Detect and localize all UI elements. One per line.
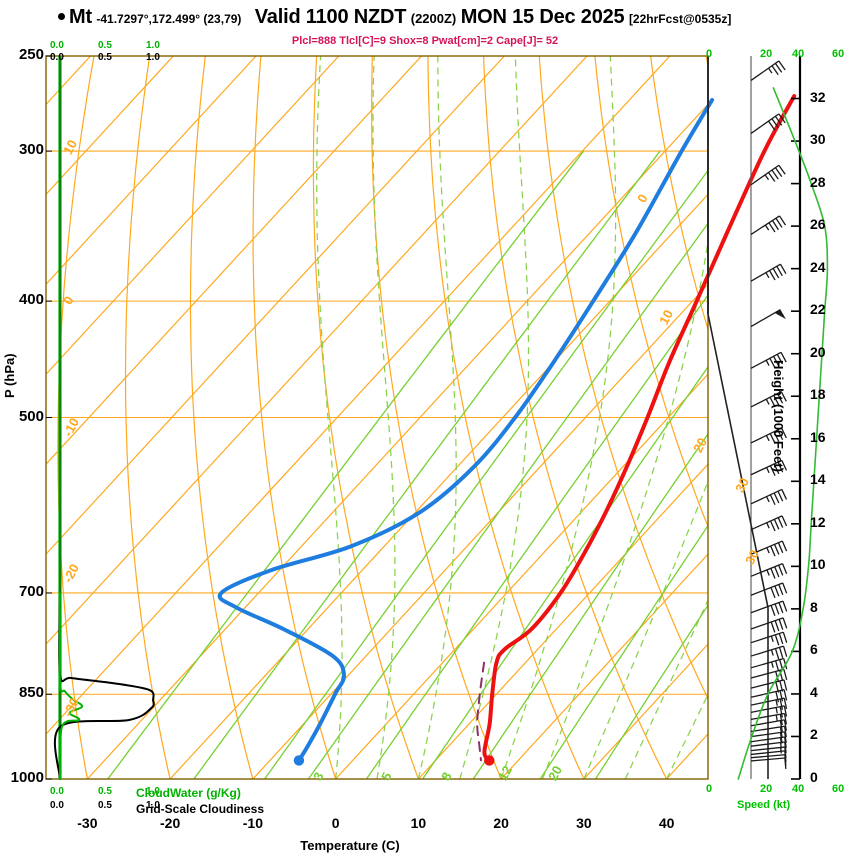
speed-bottom-tick-40: 40 (792, 783, 805, 795)
station-dot-icon (58, 13, 65, 20)
sounding-indices: Plcl=888 Tlcl[C]=9 Shox=8 Pwat[cm]=2 Cap… (291, 35, 559, 47)
pressure-tick-500: 500 (18, 407, 44, 425)
temperature-axis-title: Temperature (C) (300, 838, 400, 853)
height-axis-title: Height (1000 Feet) (771, 360, 786, 472)
height-tick-26: 26 (810, 216, 826, 233)
cloudwater-top-tick-1: 0.5 (98, 40, 112, 51)
speed-top-tick-40: 40 (792, 48, 805, 60)
cloudiness-top-tick-2: 1.0 (146, 52, 160, 63)
height-tick-2: 2 (810, 726, 818, 743)
height-tick-18: 18 (810, 386, 826, 403)
height-tick-22: 22 (810, 301, 826, 318)
valid-time-utc: (2200Z) (410, 11, 457, 26)
forecast-info: [22hrFcst@0535z] (628, 12, 732, 26)
cloudiness-axis-title: Grid-Scale Cloudiness (136, 802, 265, 816)
temperature-tick--10: -10 (242, 815, 263, 831)
cloudiness-bottom-tick-0: 0.0 (50, 800, 64, 811)
temperature-tick-20: 20 (493, 815, 509, 831)
cloudwater-top-tick-2: 1.0 (146, 40, 160, 51)
station-coords: -41.7297°,172.499° (23,79) (96, 12, 242, 26)
height-tick-14: 14 (810, 471, 826, 488)
height-tick-6: 6 (810, 641, 818, 658)
pressure-tick-400: 400 (18, 291, 44, 309)
cloudwater-top-tick-0: 0.0 (50, 40, 64, 51)
speed-top-tick-20: 20 (760, 48, 773, 60)
temperature-tick-0: 0 (331, 815, 340, 831)
pressure-tick-250: 250 (18, 46, 44, 63)
temperature-tick--30: -30 (77, 815, 98, 831)
pressure-axis-title: P (hPa) (2, 353, 17, 398)
pressure-tick-850: 850 (18, 684, 44, 702)
height-tick-28: 28 (810, 173, 826, 190)
temperature-tick--20: -20 (160, 815, 181, 831)
height-tick-8: 8 (810, 598, 818, 615)
cloudwater-bottom-tick-1: 0.5 (98, 786, 112, 797)
header-line: Mt -41.7297°,172.499° (23,79) Valid 1100… (58, 6, 731, 29)
speed-bottom-tick-0: 0 (706, 783, 713, 795)
height-tick-12: 12 (810, 513, 826, 530)
cloudwater-bottom-tick-0: 0.0 (50, 786, 64, 797)
pressure-tick-300: 300 (18, 141, 44, 159)
height-tick-0: 0 (810, 769, 818, 785)
cloudwater-bottom-tick-2: 1.0 (146, 786, 160, 797)
header: Mt -41.7297°,172.499° (23,79) Valid 1100… (0, 6, 850, 32)
valid-time: Valid 1100 NZDT (254, 6, 407, 28)
temperature-tick-40: 40 (658, 815, 675, 831)
valid-date: MON 15 Dec 2025 (460, 6, 625, 28)
cloudiness-top-tick-1: 0.5 (98, 52, 112, 63)
pressure-tick-1000: 1000 (10, 769, 44, 786)
height-tick-32: 32 (810, 88, 826, 105)
speed-top-tick-0: 0 (706, 48, 713, 60)
height-tick-20: 20 (810, 343, 826, 360)
height-tick-24: 24 (810, 258, 826, 275)
height-tick-16: 16 (810, 428, 826, 445)
speed-bottom-tick-20: 20 (760, 783, 773, 795)
station-name: Mt (69, 6, 92, 28)
cloudiness-bottom-tick-2: 1.0 (146, 800, 160, 811)
height-tick-4: 4 (810, 683, 818, 700)
cloudiness-bottom-tick-1: 0.5 (98, 800, 112, 811)
cloudiness-top-tick-0: 0.0 (50, 52, 64, 63)
height-tick-10: 10 (810, 556, 826, 573)
temperature-tick-30: 30 (576, 815, 592, 831)
height-tick-30: 30 (810, 131, 826, 148)
speed-top-tick-60: 60 (832, 48, 845, 60)
temperature-tick-10: 10 (410, 815, 427, 831)
speed-axis-title: Speed (kt) (737, 799, 791, 811)
pressure-tick-700: 700 (18, 582, 44, 600)
speed-bottom-tick-60: 60 (832, 783, 845, 795)
cloudwater-axis-title: CloudWater (g/Kg) (136, 786, 241, 800)
